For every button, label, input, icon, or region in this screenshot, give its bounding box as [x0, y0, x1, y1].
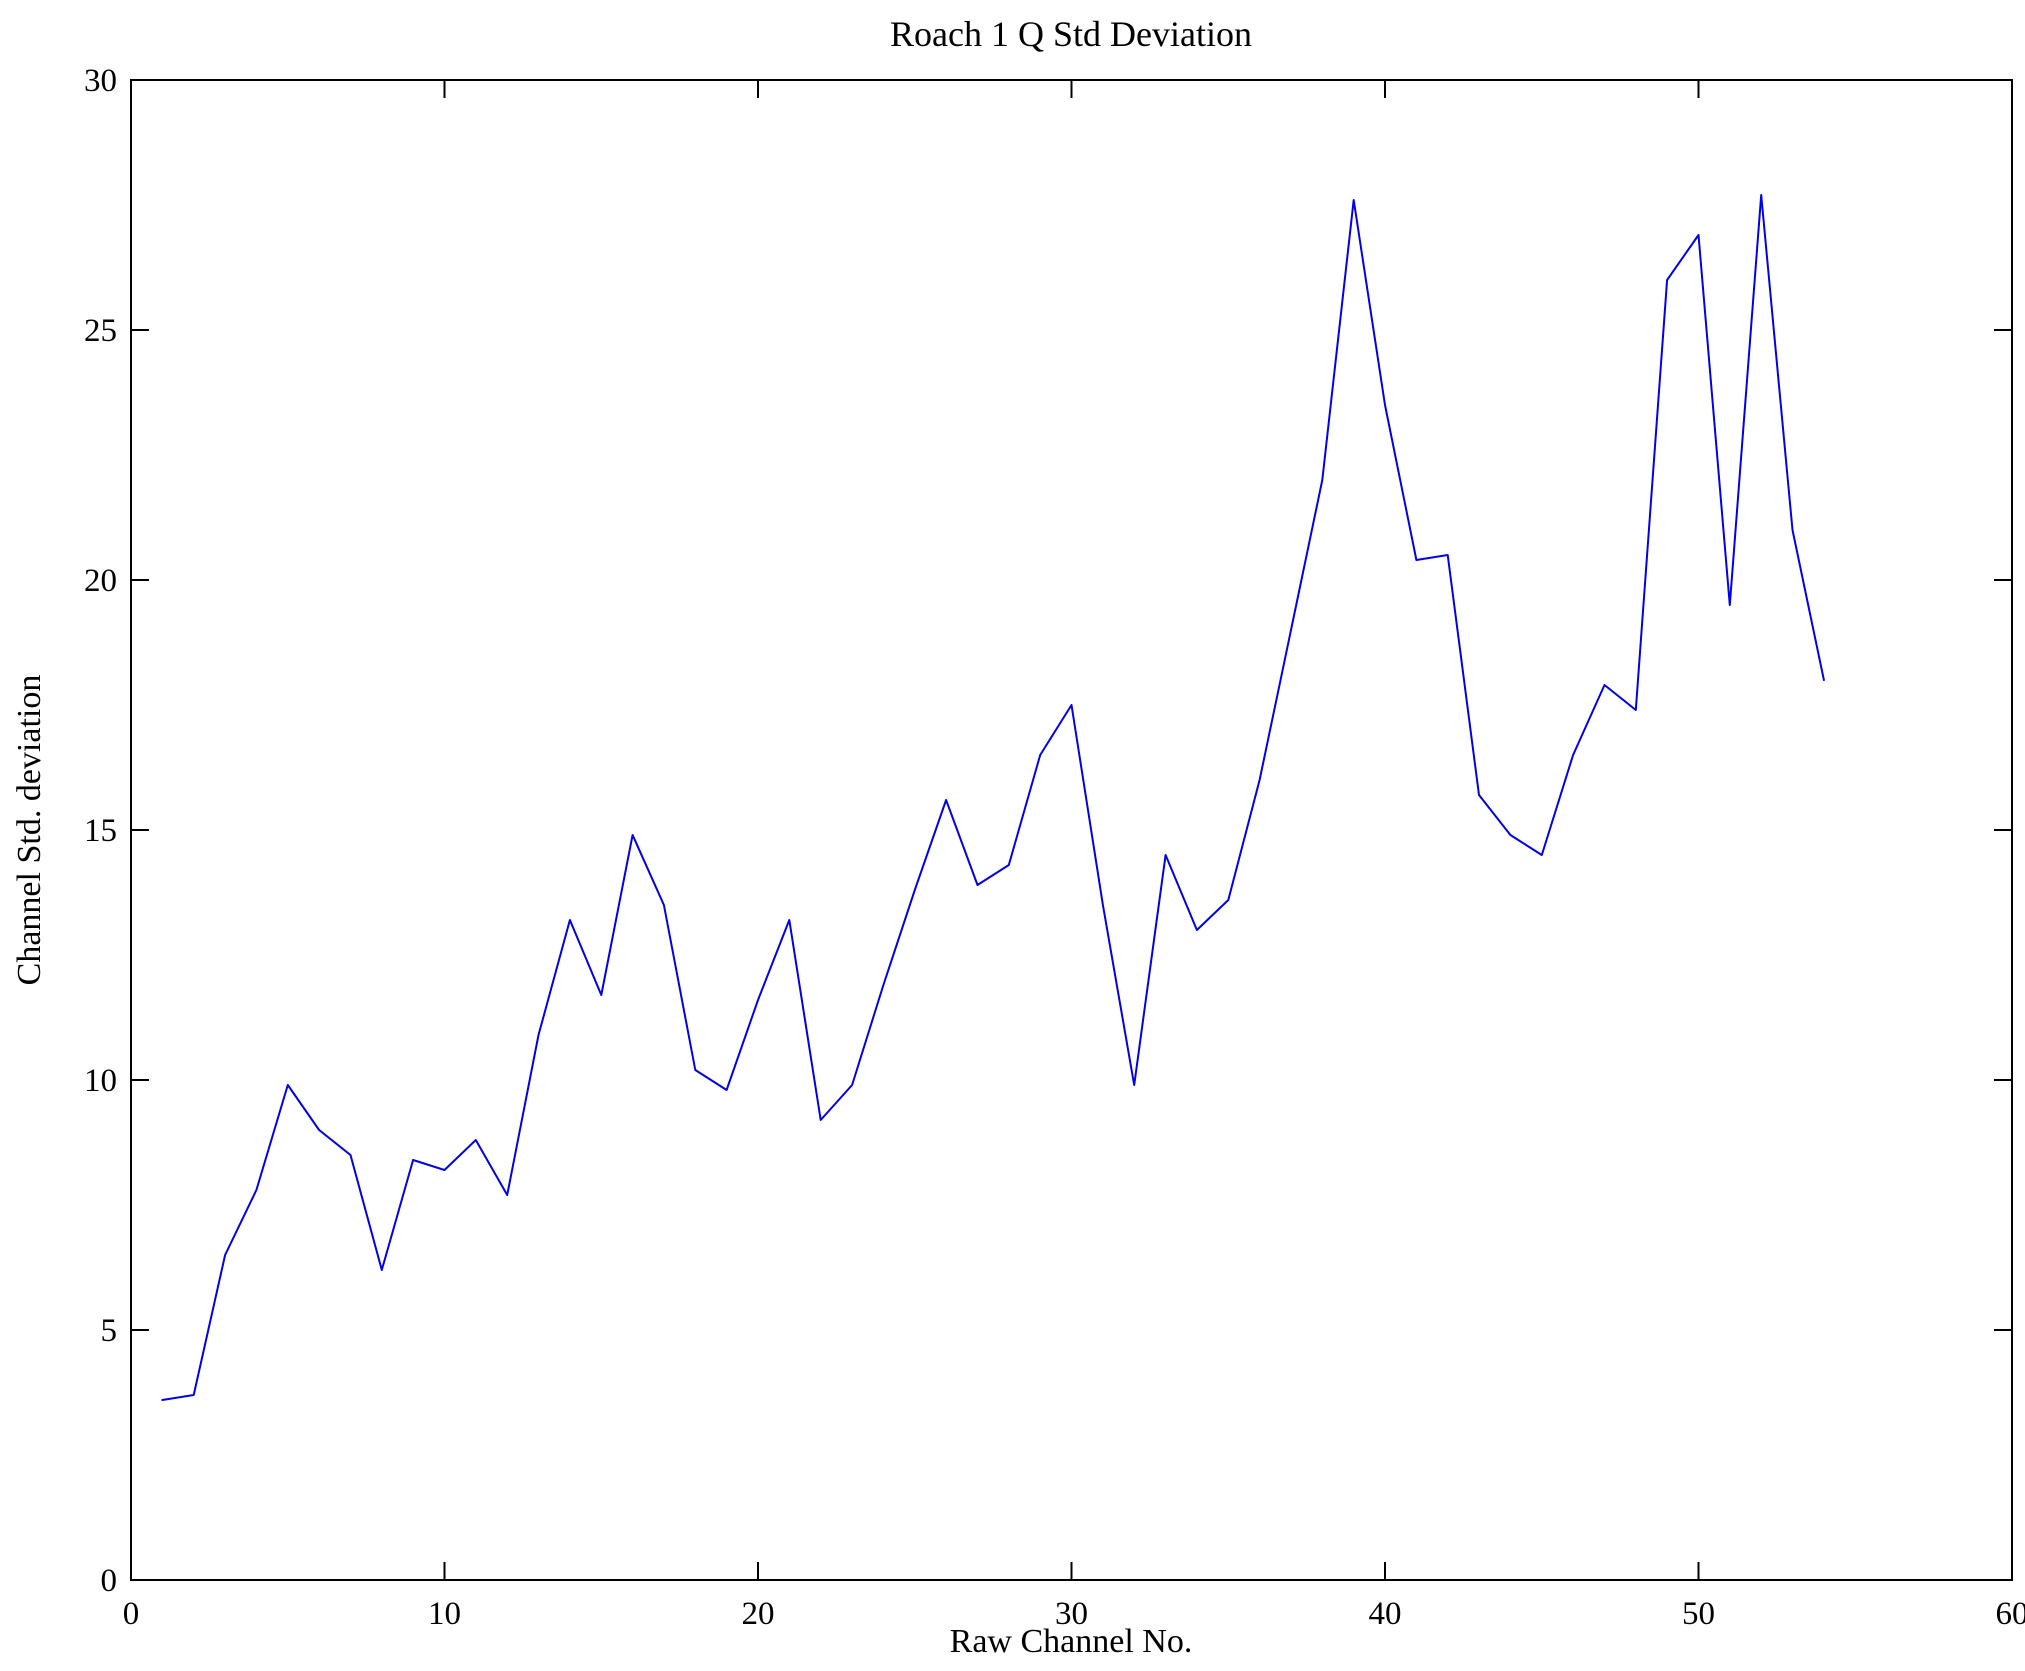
x-tick-label: 40: [1369, 1596, 1402, 1632]
chart-title: Roach 1 Q Std Deviation: [890, 14, 1252, 54]
y-tick-label: 5: [101, 1313, 118, 1349]
x-tick-label: 0: [123, 1596, 140, 1632]
x-tick-label: 60: [1996, 1596, 2025, 1632]
x-axis-label: Raw Channel No.: [950, 1623, 1193, 1660]
plot-box: [130, 79, 2013, 1581]
y-tick-label: 20: [84, 563, 117, 599]
x-tick-label: 30: [1055, 1596, 1088, 1632]
y-tick-label: 10: [84, 1063, 117, 1099]
data-series-line: [161, 194, 1825, 1401]
y-tick-label: 0: [101, 1563, 118, 1599]
x-tick-label: 50: [1682, 1596, 1715, 1632]
y-tick-label: 25: [84, 313, 117, 349]
x-tick-label: 10: [428, 1596, 461, 1632]
y-tick-label: 15: [84, 813, 117, 849]
y-axis-label: Channel Std. deviation: [11, 675, 48, 986]
x-tick-label: 20: [742, 1596, 775, 1632]
y-tick-label: 30: [84, 63, 117, 99]
chart-layer: 0 10 20 30 40 50 60 0 5 10 15 20 25 30: [84, 63, 2025, 1632]
